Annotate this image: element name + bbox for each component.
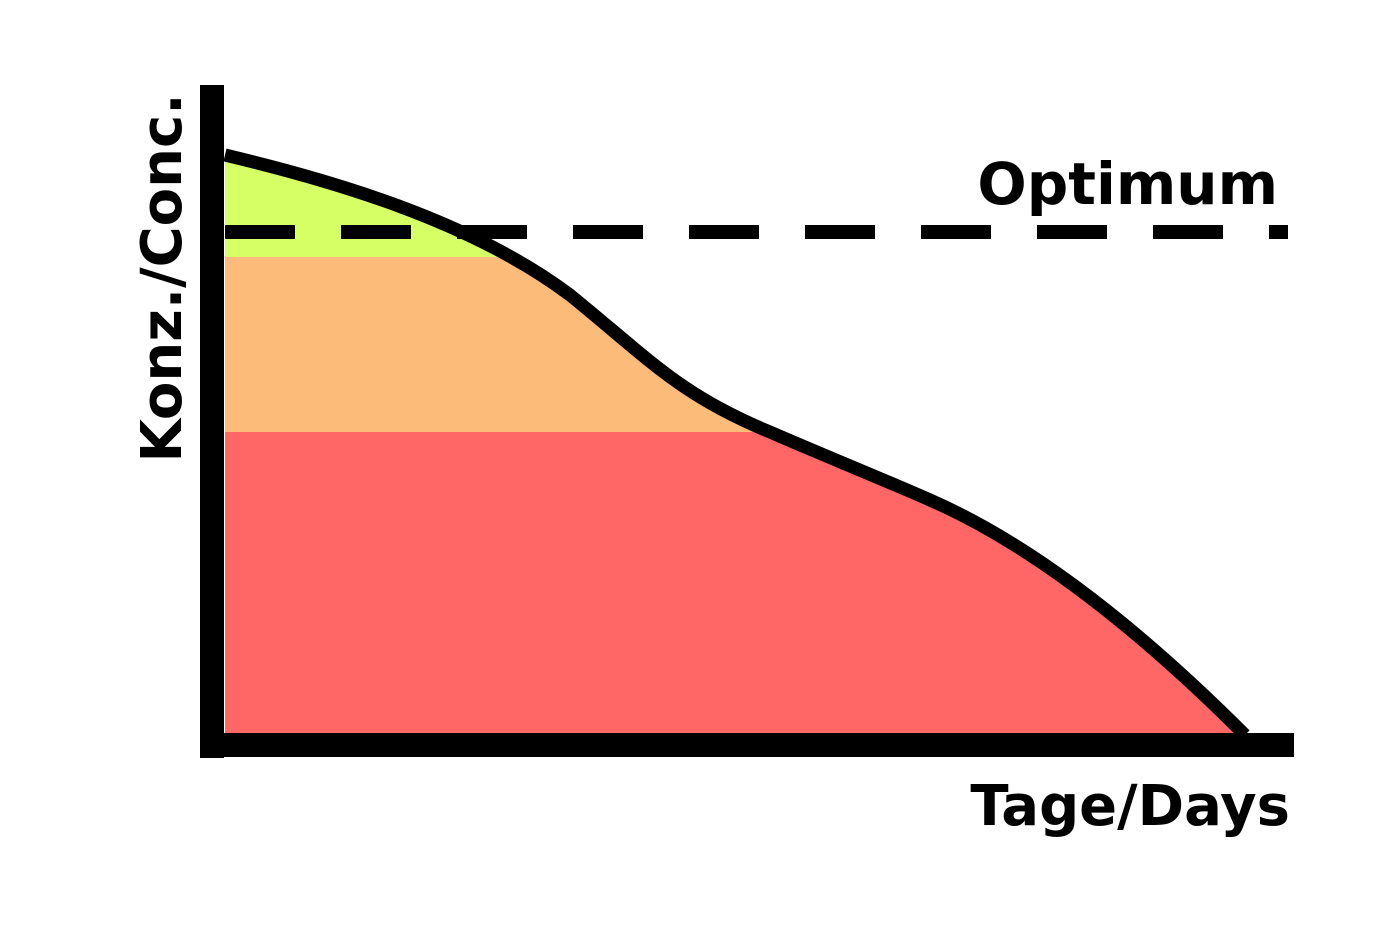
concentration-curve (223, 148, 1250, 740)
critical-zone (225, 432, 1245, 735)
optimum-label: Optimum (977, 150, 1278, 218)
x-axis-label: Tage/Days (970, 774, 1290, 839)
warning-zone (225, 257, 1245, 433)
y-axis-label: Konz./Conc. (130, 94, 195, 463)
